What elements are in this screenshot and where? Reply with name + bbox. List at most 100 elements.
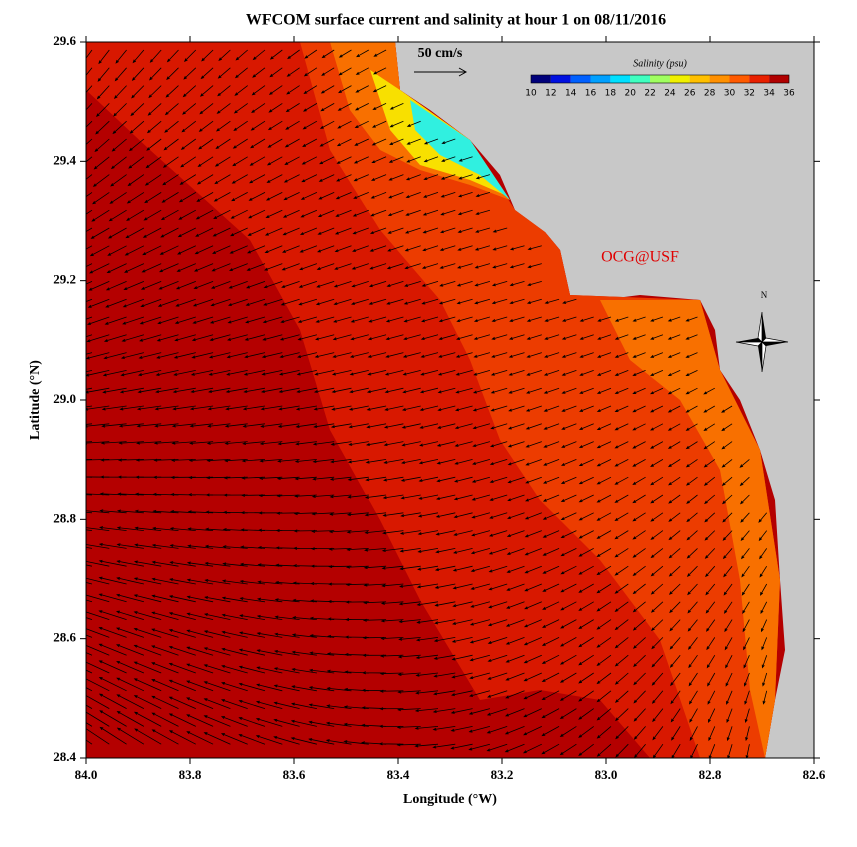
current-vector	[432, 708, 456, 714]
current-vector	[523, 690, 542, 700]
colorbar-title: Salinity (psu)	[633, 58, 687, 69]
current-vector	[523, 672, 542, 682]
current-vector	[273, 650, 300, 656]
current-vector	[579, 405, 594, 412]
current-vector	[632, 512, 646, 522]
current-vector	[234, 85, 248, 96]
current-vector	[282, 227, 300, 236]
current-vector	[762, 690, 768, 705]
current-vector	[259, 476, 283, 480]
current-vector	[421, 281, 439, 287]
current-vector	[98, 660, 127, 674]
current-vector	[245, 298, 266, 306]
current-vector	[401, 423, 421, 429]
current-vector	[86, 49, 93, 59]
current-vector	[523, 637, 542, 646]
current-vector	[131, 67, 145, 81]
current-vector	[175, 281, 196, 290]
current-vector	[509, 263, 525, 269]
current-vector	[152, 509, 179, 514]
current-vector	[134, 543, 162, 549]
current-vector	[174, 334, 196, 342]
current-vector	[86, 582, 93, 585]
current-vector	[614, 387, 629, 394]
current-vector	[346, 512, 369, 517]
current-vector	[422, 227, 439, 234]
current-vector	[166, 49, 179, 63]
current-vector	[705, 583, 716, 596]
current-vector	[251, 85, 266, 96]
current-vector	[347, 494, 369, 499]
current-vector	[268, 103, 283, 113]
current-vector	[140, 281, 162, 290]
current-vector	[312, 441, 335, 446]
current-vector	[421, 263, 439, 269]
current-vector	[86, 511, 93, 514]
current-vector	[186, 714, 214, 727]
current-vector	[438, 298, 456, 305]
current-vector	[726, 690, 733, 705]
current-vector	[504, 708, 525, 717]
current-vector	[615, 726, 629, 740]
current-vector	[632, 370, 646, 376]
current-vector	[487, 690, 508, 698]
current-vector	[401, 405, 421, 411]
current-vector	[204, 596, 231, 603]
current-vector	[260, 405, 283, 411]
current-vector	[366, 423, 387, 429]
current-vector	[261, 352, 283, 359]
colorbar-tick-label: 34	[763, 89, 775, 99]
current-vector	[242, 441, 266, 446]
current-vector	[228, 281, 248, 289]
current-vector	[221, 664, 248, 674]
y-tick-label: 28.6	[53, 630, 76, 645]
current-vector	[338, 67, 352, 76]
current-vector	[343, 705, 369, 709]
current-vector	[472, 405, 491, 412]
current-vector	[470, 548, 491, 555]
current-vector	[509, 245, 525, 251]
current-vector	[385, 316, 404, 323]
current-vector	[154, 423, 179, 428]
current-vector	[135, 458, 162, 462]
current-vector	[330, 423, 352, 429]
current-vector	[704, 512, 716, 523]
current-vector	[473, 370, 491, 376]
current-vector	[352, 245, 369, 252]
current-vector	[220, 699, 248, 709]
current-vector	[181, 120, 197, 133]
current-vector	[238, 717, 266, 727]
current-vector	[348, 423, 369, 429]
current-vector	[578, 672, 594, 684]
map-field	[86, 42, 814, 758]
current-vector	[220, 716, 248, 727]
current-vector	[475, 192, 491, 198]
current-vector	[151, 645, 179, 656]
current-vector	[224, 423, 248, 428]
current-vector	[99, 492, 127, 496]
current-vector	[303, 67, 318, 77]
colorbar-cell	[630, 75, 651, 83]
current-vector	[436, 476, 456, 483]
current-vector	[363, 565, 387, 570]
current-vector	[561, 316, 577, 322]
current-vector	[578, 708, 594, 720]
current-vector	[438, 352, 456, 358]
current-vector	[328, 530, 352, 534]
current-vector	[651, 672, 664, 686]
current-vector	[596, 565, 612, 576]
current-vector	[596, 423, 612, 431]
current-vector	[614, 637, 629, 649]
y-tick-label: 28.8	[53, 510, 76, 525]
current-vector	[614, 601, 629, 612]
colorbar-tick-label: 18	[605, 89, 617, 99]
current-vector	[203, 664, 231, 674]
current-vector	[415, 637, 439, 642]
current-vector	[221, 613, 248, 620]
current-vector	[273, 667, 300, 674]
current-vector	[435, 548, 456, 554]
current-vector	[203, 698, 231, 709]
current-vector	[86, 405, 110, 411]
current-vector	[762, 672, 768, 687]
current-vector	[403, 298, 421, 305]
